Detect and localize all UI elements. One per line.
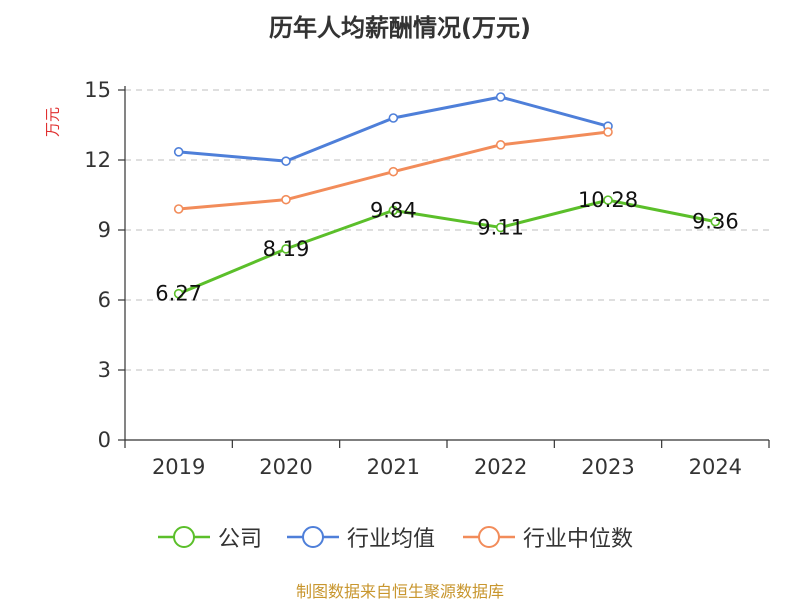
data-point xyxy=(388,113,399,123)
legend-label: 行业均值 xyxy=(347,527,436,552)
source-note: 制图数据来自恒生聚源数据库 xyxy=(295,582,504,601)
y-tick-label: 9 xyxy=(98,218,111,242)
series-line-1 xyxy=(178,95,609,163)
legend-label: 公司 xyxy=(218,527,263,552)
data-point xyxy=(281,244,291,254)
data-point xyxy=(495,92,506,102)
x-tick-label: 2023 xyxy=(581,455,634,479)
data-label: 10.28 xyxy=(578,188,638,212)
legend-item[interactable]: 公司 xyxy=(158,520,262,554)
data-label: 9.84 xyxy=(370,198,417,222)
data-point xyxy=(173,288,184,299)
data-point xyxy=(495,222,506,233)
data-label: 9.11 xyxy=(477,215,524,239)
legend-marker-icon xyxy=(287,526,339,548)
legend-marker-icon xyxy=(463,526,515,548)
gridlines xyxy=(125,89,769,371)
data-point xyxy=(281,194,291,205)
legend-label: 行业中位数 xyxy=(523,527,634,552)
legend-item[interactable]: 行业中位数 xyxy=(463,520,633,554)
data-point xyxy=(173,147,184,157)
y-tick-label: 3 xyxy=(98,358,111,382)
data-label: 6.27 xyxy=(155,282,202,306)
y-tick-label: 15 xyxy=(84,78,111,102)
y-tick-label: 0 xyxy=(98,428,111,452)
series-lines xyxy=(173,92,721,299)
y-tick-label: 12 xyxy=(84,148,111,172)
legend: 公司 行业均值 行业中位数 xyxy=(0,520,800,554)
series-line-0 xyxy=(178,198,716,296)
x-tick-label: 2024 xyxy=(689,455,742,479)
data-point xyxy=(388,205,399,216)
chart-title: 历年人均薪酬情况(万元) xyxy=(269,14,531,42)
data-label: 8.19 xyxy=(263,237,310,261)
data-point xyxy=(710,216,721,227)
data-point xyxy=(603,127,613,137)
data-point xyxy=(281,156,291,166)
x-tick-label: 2022 xyxy=(474,455,527,479)
legend-marker-icon xyxy=(158,526,210,548)
x-tick-label: 2019 xyxy=(152,455,205,479)
legend-item[interactable]: 行业均值 xyxy=(287,520,435,554)
axes: 0 3 6 9 12 15 2019 2020 2021 2022 2023 2024 xyxy=(84,78,770,479)
data-labels: 6.27 8.19 9.84 9.11 10.28 9.36 xyxy=(155,188,738,306)
x-tick-label: 2021 xyxy=(367,455,420,479)
data-point xyxy=(388,166,399,177)
y-tick-label: 6 xyxy=(98,288,111,312)
data-point xyxy=(495,140,506,150)
x-tick-label: 2020 xyxy=(259,455,312,479)
data-point xyxy=(173,204,184,214)
data-label: 9.36 xyxy=(692,210,739,234)
data-point xyxy=(603,195,613,205)
